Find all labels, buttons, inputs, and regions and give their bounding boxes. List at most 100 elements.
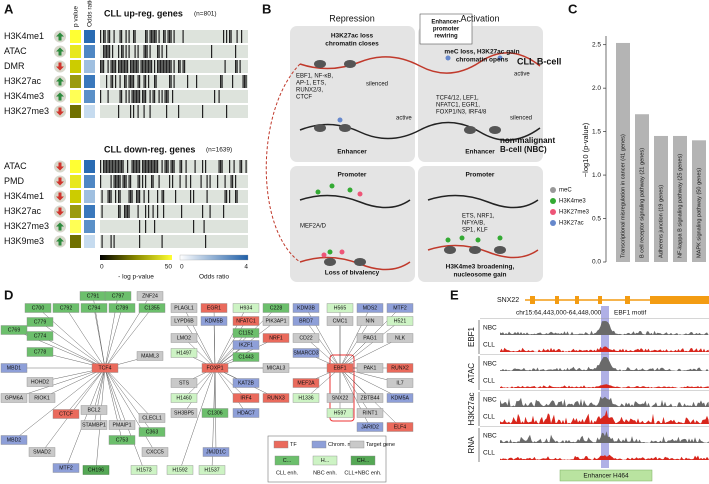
row-label: H3K4me1 [4, 191, 44, 201]
column-header: Odds ratio [87, 0, 94, 27]
network-node [386, 363, 414, 373]
row-label: H3K27ac [4, 76, 42, 86]
node-label: C228 [270, 306, 283, 312]
legend-sample: C... [283, 458, 292, 464]
node-label: H1537 [204, 468, 219, 474]
node-label: CXCC5 [146, 450, 164, 456]
odds-cell [84, 90, 95, 103]
cell-label: CLL B-cell [517, 56, 561, 66]
track-group-label: EBF1 [467, 326, 476, 347]
network-node [292, 303, 320, 313]
row-label: H3K27me3 [4, 106, 49, 116]
x-tick-label: Adherens junction (19 genes) [658, 185, 664, 258]
track-group-label: H3K27ac [467, 393, 476, 426]
legend-swatch [312, 455, 338, 466]
node-label: PIK3AP1 [265, 319, 286, 325]
node-label: CLECL1 [142, 416, 162, 422]
node-label: C700 [32, 306, 45, 312]
network-edge [214, 367, 247, 414]
node-label: C789 [116, 306, 129, 312]
node-label: SMARCD3 [293, 351, 318, 357]
network-node [170, 303, 198, 313]
region-label: Promoter [338, 172, 367, 179]
node-label: C769 [8, 328, 21, 334]
heading: Activation [460, 13, 499, 23]
network-node [26, 377, 54, 387]
outcome-label: H3K4me3 broadening, [446, 264, 515, 271]
network-edge [183, 367, 216, 399]
node-label: FOXP1 [206, 366, 223, 372]
signal-track [500, 321, 709, 335]
network-node [232, 408, 260, 418]
network-edge [13, 367, 106, 441]
panel-b-shapes [265, 13, 543, 282]
node-label: H1336 [298, 396, 313, 402]
network-node [356, 393, 384, 403]
odds-cell [84, 205, 95, 218]
network-edge [93, 307, 106, 369]
node-label: RUNX3 [267, 396, 285, 402]
node-label: C791 [87, 294, 100, 300]
network-node [386, 303, 414, 313]
network-edge [13, 367, 106, 399]
network-edge [104, 307, 153, 369]
column-header: p value [73, 6, 80, 27]
pvalue-cell [70, 30, 81, 43]
y-axis-label: −log10 (p-value) [581, 122, 590, 177]
legend-swatch [311, 440, 327, 449]
network-node [292, 378, 320, 388]
network-edge [93, 367, 106, 411]
bar [673, 135, 687, 262]
node-label: SH3BP5 [174, 411, 194, 417]
network-edge [95, 367, 106, 471]
node-label: JMJD1C [206, 450, 226, 456]
network-node [386, 393, 414, 403]
track-label: NBC [483, 325, 497, 332]
node-label: H521 [394, 319, 407, 325]
pvalue-cell [70, 90, 81, 103]
x-tick-label: Transcriptional misregulation in cancer … [620, 134, 626, 258]
legend-label: CLL+NBC enh. [344, 470, 382, 476]
network-node [202, 447, 230, 457]
network-edge [39, 335, 106, 369]
change-label: H3K27ac loss [331, 33, 374, 40]
y-tick-label: 1.0 [592, 172, 601, 179]
panel-label: D [4, 287, 13, 302]
pvalue-cell [70, 175, 81, 188]
network-node [170, 393, 198, 403]
node-label: SNX22 [332, 396, 349, 402]
node-label: PMAIP1 [112, 423, 131, 429]
track-label: CLL [483, 378, 495, 385]
network-node [232, 352, 260, 362]
signal-track [500, 431, 709, 443]
legend-label: TF [290, 442, 297, 448]
signal-track [500, 396, 709, 407]
network-node [28, 447, 56, 457]
network-node [0, 325, 28, 335]
direction-arrow [56, 62, 64, 71]
network-edge [65, 367, 106, 415]
network-node [232, 328, 260, 338]
network-node [0, 435, 28, 445]
direction-arrow [56, 237, 64, 246]
node-label: C774 [34, 334, 47, 340]
node-label: CH196 [88, 468, 104, 474]
node-label: C779 [34, 320, 47, 326]
network-edge [65, 307, 106, 369]
tf-list: CTCF [296, 95, 312, 101]
legend-swatch [550, 187, 556, 193]
box-label: promoter [433, 27, 460, 33]
node-label: C753 [116, 438, 129, 444]
network-node [262, 393, 290, 403]
heatmap-stripes [101, 190, 238, 203]
y-tick-label: 2.5 [592, 41, 601, 48]
odds-cell [84, 60, 95, 73]
network-node [292, 393, 320, 403]
node-label: RINT1 [363, 411, 378, 417]
network-edge [339, 320, 401, 369]
network-node [326, 316, 354, 326]
heatmap-stripes [103, 45, 237, 58]
network-edge [183, 337, 216, 369]
scale-label: 0 [180, 264, 184, 271]
network-node [326, 408, 354, 418]
